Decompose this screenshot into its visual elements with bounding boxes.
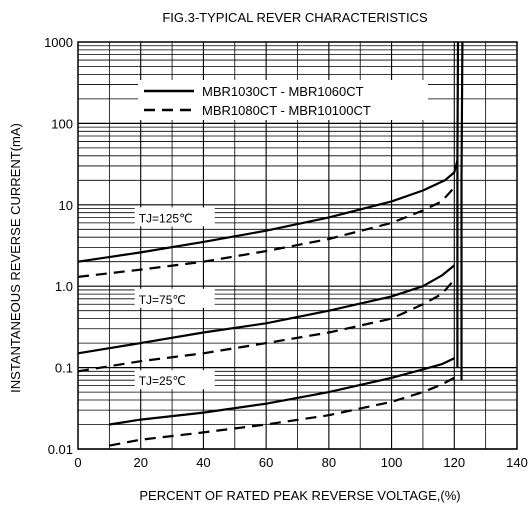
legend-label: MBR1080CT - MBR10100CT (202, 103, 371, 118)
series-line-dashed (77, 279, 456, 373)
series-line-dashed (77, 183, 459, 278)
temperature-annotation: TJ=25℃ (139, 374, 186, 388)
annotation-background (134, 370, 215, 390)
y-tick-label: 1.0 (55, 279, 73, 294)
series-line-solid (77, 264, 455, 355)
legend: MBR1030CT - MBR1060CT MBR1080CT - MBR1010… (138, 80, 428, 120)
annotation-background (134, 288, 215, 308)
x-tick-label: 20 (133, 455, 147, 470)
series-group (77, 41, 464, 447)
y-axis-label: INSTANTANEOUS REVERSE CURRENT(mA) (8, 123, 23, 393)
tick-labels: 0 20 40 60 80 100 120 140 0.01 0.1 1.0 10 100 1000 (44, 35, 528, 470)
y-tick-label: 10 (59, 198, 73, 213)
y-tick-label: 100 (51, 116, 73, 131)
legend-box (138, 80, 428, 120)
x-tick-label: 40 (196, 455, 210, 470)
series-line-solid (456, 41, 460, 368)
annotation-background (134, 207, 215, 227)
y-tick-label: 1000 (44, 35, 73, 50)
series-line-solid (77, 160, 459, 263)
y-tick-label: 0.01 (48, 442, 73, 457)
x-tick-label: 100 (381, 455, 403, 470)
series-line-dashed (109, 376, 455, 447)
series-line-solid (109, 357, 455, 426)
x-tick-label: 140 (506, 455, 528, 470)
x-tick-label: 120 (443, 455, 465, 470)
y-tick-label: 0.1 (55, 361, 73, 376)
x-tick-label: 0 (74, 455, 81, 470)
x-axis-label: PERCENT OF RATED PEAK REVERSE VOLTAGE,(%… (139, 488, 460, 503)
legend-label: MBR1030CT - MBR1060CT (202, 84, 364, 99)
chart-title: FIG.3-TYPICAL REVER CHARACTERISTICS (162, 10, 428, 25)
x-tick-label: 60 (259, 455, 273, 470)
temperature-annotation: TJ=125℃ (139, 211, 193, 225)
plot-frame (77, 41, 518, 450)
annotations: TJ=125℃ TJ=75℃ TJ=25℃ (134, 207, 215, 390)
temperature-annotation: TJ=75℃ (139, 293, 186, 307)
series-line-solid (460, 41, 464, 381)
x-tick-label: 80 (322, 455, 336, 470)
